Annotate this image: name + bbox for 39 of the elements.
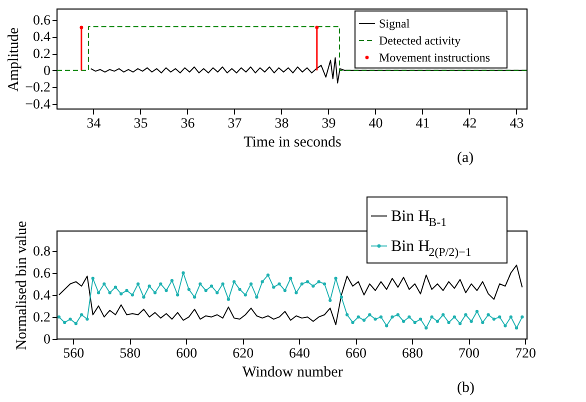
text: (a) [457, 150, 474, 166]
y-tick-label: −0.2 [25, 80, 50, 96]
y-tick-label: 0.2 [33, 310, 50, 326]
legend-label: Movement instructions [379, 50, 490, 64]
x-tick-label: 37 [228, 116, 242, 132]
y-axis-title: Normalised bin value [14, 220, 30, 350]
x-tick-label: 38 [274, 116, 289, 132]
x-tick-label: 560 [63, 346, 84, 362]
x-tick-label: 620 [232, 346, 254, 362]
x-tick-label: 700 [458, 346, 480, 362]
text: (b) [457, 380, 474, 396]
x-tick-label: 34 [86, 116, 101, 132]
x-tick-label: 640 [289, 346, 310, 362]
x-tick-label: 43 [510, 116, 524, 132]
x-tick-label: 36 [180, 116, 195, 132]
y-tick-label: 0 [44, 332, 50, 348]
y-tick-label: 0 [44, 64, 50, 79]
x-tick-label: 41 [416, 116, 430, 132]
x-tick-label: 40 [368, 116, 383, 132]
x-tick-label: 39 [322, 116, 336, 132]
x-axis-title: Time in seconds [244, 134, 342, 150]
y-tick-label: 0.4 [33, 288, 50, 304]
y-tick-label: −0.4 [25, 97, 50, 112]
x-tick-label: 35 [134, 116, 148, 132]
y-tick-label: 0.8 [33, 244, 50, 260]
y-axis-title: Amplitude [6, 27, 22, 92]
x-tick-label: 720 [515, 346, 536, 362]
y-tick-label: 0.2 [33, 47, 50, 62]
x-tick-label: 660 [346, 346, 367, 362]
y-tick-label: 0.6 [33, 13, 50, 28]
y-tick-label: 0.6 [33, 266, 50, 282]
x-tick-label: 680 [402, 346, 424, 362]
legend-label: Detected activity [379, 34, 461, 48]
x-tick-label: 580 [120, 346, 141, 362]
x-axis-title: Window number [242, 364, 343, 380]
legend-label: Signal [379, 16, 410, 30]
x-tick-label: 42 [462, 116, 477, 132]
y-tick-label: 0.4 [33, 30, 50, 46]
x-tick-label: 600 [176, 346, 198, 362]
